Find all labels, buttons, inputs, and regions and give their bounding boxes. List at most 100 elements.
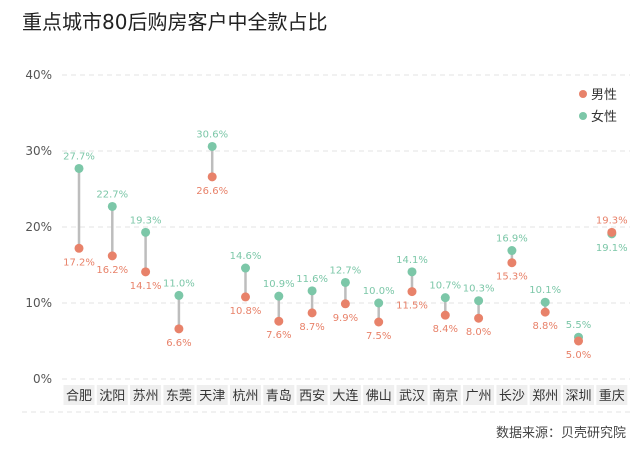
male-data-label: 15.3% <box>496 272 528 283</box>
male-data-label: 7.5% <box>366 331 391 342</box>
female-data-label: 10.1% <box>529 285 561 296</box>
category-label-bg <box>529 385 561 405</box>
female-data-label: 14.6% <box>230 251 262 262</box>
female-data-label: 12.7% <box>330 265 362 276</box>
data-labels: 27.7%17.2%22.7%16.2%19.3%14.1% 11.0%6.6%3… <box>63 129 628 361</box>
female-data-label: 19.1% <box>596 243 628 254</box>
chart-title: 重点城市80后购房客户中全款占比 <box>22 10 328 34</box>
male-data-label: 14.1% <box>130 281 162 292</box>
male-point <box>107 251 117 261</box>
x-category-label: 苏州 <box>133 388 159 404</box>
category-label-bg <box>163 385 195 405</box>
y-tick-label: 30% <box>25 144 52 158</box>
male-data-label: 11.5% <box>396 301 428 312</box>
x-category-label: 佛山 <box>366 389 392 404</box>
category-label-bg <box>96 385 128 405</box>
male-point <box>407 287 417 297</box>
female-data-label: 14.1% <box>396 255 428 266</box>
female-point <box>374 298 384 308</box>
female-point <box>207 141 217 151</box>
source-note: 数据来源：贝壳研究院 <box>495 426 626 441</box>
category-label-bg <box>496 385 528 405</box>
male-point <box>340 299 350 309</box>
x-category-label: 武汉 <box>399 389 425 404</box>
female-data-label: 10.7% <box>429 281 461 292</box>
male-data-label: 8.4% <box>433 324 458 335</box>
male-point <box>307 308 317 318</box>
x-category-label: 合肥 <box>66 389 92 404</box>
category-label-bg <box>363 385 395 405</box>
y-tick-label: 40% <box>25 68 52 82</box>
female-point <box>274 291 284 301</box>
x-category-label: 青岛 <box>266 388 292 404</box>
category-label-bg <box>396 385 428 405</box>
male-point <box>440 310 450 320</box>
male-point <box>141 267 151 277</box>
legend-marker <box>579 90 587 98</box>
x-category-label: 重庆 <box>599 388 625 404</box>
legend-label: 女性 <box>591 109 617 125</box>
male-data-label: 26.6% <box>196 186 228 197</box>
male-data-label: 8.8% <box>532 321 557 332</box>
category-label-bg <box>263 385 295 405</box>
category-label-bg <box>596 385 628 405</box>
y-tick-label: 10% <box>25 296 52 310</box>
x-category-label: 长沙 <box>499 389 525 404</box>
category-label-bg <box>130 385 162 405</box>
x-category-label: 东莞 <box>166 389 192 404</box>
category-label-bg <box>429 385 461 405</box>
male-data-label: 9.9% <box>333 313 358 324</box>
x-category-label: 郑州 <box>532 389 558 404</box>
y-tick-label: 0% <box>33 372 52 386</box>
female-data-label: 16.9% <box>496 234 528 245</box>
male-point <box>607 227 617 237</box>
female-data-label: 10.0% <box>363 286 395 297</box>
female-data-label: 10.9% <box>263 279 295 290</box>
male-data-label: 16.2% <box>96 265 128 276</box>
y-axis-ticks: 0% 10% 20% 30% 40% <box>25 68 52 386</box>
x-category-label: 南京 <box>432 388 458 404</box>
x-category-label: 大连 <box>332 388 358 404</box>
data-points <box>74 141 617 346</box>
x-category-label: 沈阳 <box>99 389 125 404</box>
female-point <box>540 297 550 307</box>
female-data-label: 22.7% <box>96 189 128 200</box>
male-point <box>574 336 583 346</box>
x-axis-categories: 合肥 沈阳 苏州 东莞 天津 杭州 青岛 西安 大连 佛山 武汉 南京 广州 长沙 郑州 深圳 重庆 <box>63 385 628 405</box>
female-point <box>74 163 84 173</box>
female-point <box>474 296 484 306</box>
male-data-label: 19.3% <box>596 215 628 226</box>
male-data-label: 6.6% <box>166 338 191 349</box>
female-data-label: 10.3% <box>463 284 495 295</box>
category-label-bg <box>196 385 228 405</box>
male-point <box>207 172 217 182</box>
female-point <box>174 290 184 300</box>
female-data-label: 27.7% <box>63 151 95 162</box>
category-label-bg <box>463 385 495 405</box>
female-point <box>507 246 517 256</box>
category-label-bg <box>296 385 328 405</box>
male-point <box>274 316 284 326</box>
female-data-label: 11.0% <box>163 278 195 289</box>
x-category-label: 天津 <box>199 389 225 404</box>
female-data-label: 11.6% <box>296 274 328 285</box>
female-point <box>141 227 151 237</box>
male-data-label: 5.0% <box>566 350 591 361</box>
x-category-label: 西安 <box>299 389 325 404</box>
category-label-bg <box>563 385 594 405</box>
x-category-label: 深圳 <box>565 389 591 404</box>
male-data-label: 8.7% <box>299 322 324 333</box>
female-data-label: 19.3% <box>130 215 162 226</box>
category-label-bg <box>329 385 361 405</box>
female-point <box>307 286 317 296</box>
male-data-label: 17.2% <box>63 257 95 268</box>
category-label-bg <box>63 385 95 405</box>
male-point <box>474 313 484 323</box>
male-point <box>74 243 84 253</box>
female-data-label: 30.6% <box>196 129 228 140</box>
legend-marker <box>579 112 587 120</box>
female-data-label: 5.5% <box>566 320 591 331</box>
female-point <box>107 201 117 211</box>
